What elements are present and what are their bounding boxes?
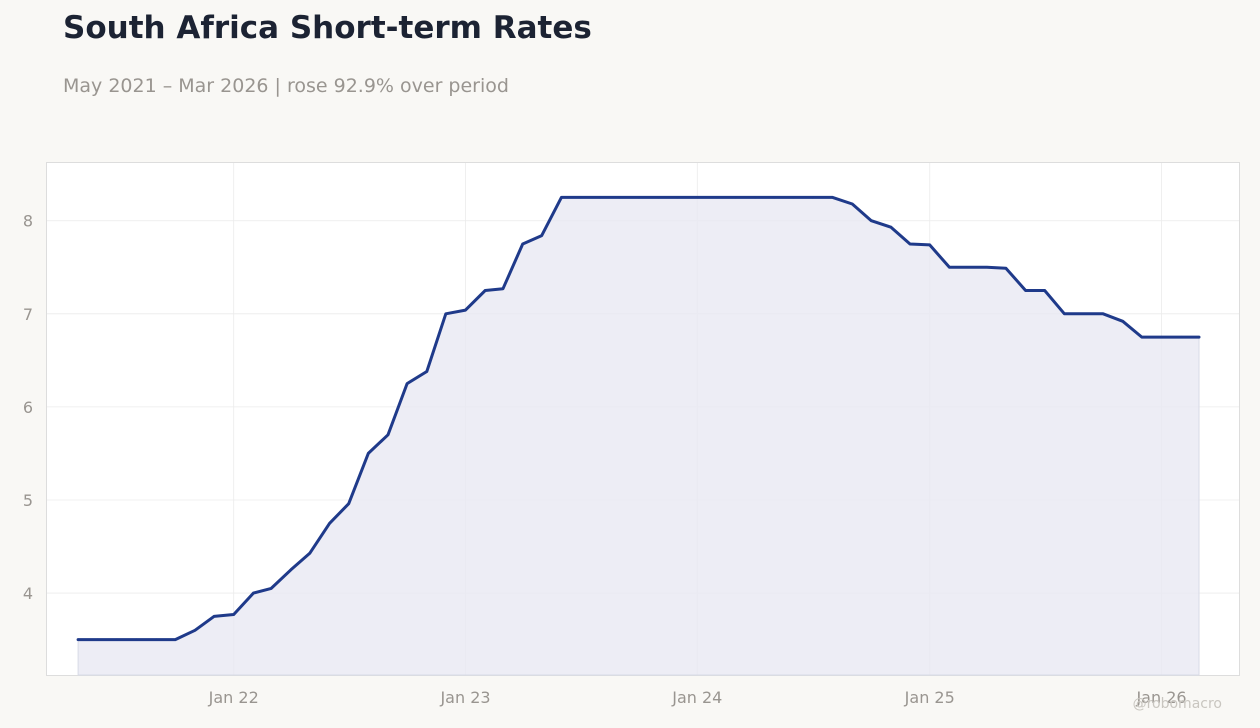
data-point — [1063, 312, 1066, 315]
data-point — [1043, 289, 1046, 292]
data-point — [386, 433, 390, 436]
data-point — [889, 226, 893, 229]
y-axis-ticks: 4 5 6 7 8 — [23, 212, 33, 603]
data-point — [637, 196, 641, 199]
data-point — [270, 587, 273, 590]
chart-subtitle: May 2021 – Mar 2026 | rose 92.9% over pe… — [63, 75, 509, 97]
data-point — [174, 638, 177, 641]
data-point — [811, 196, 815, 199]
y-tick-label: 6 — [23, 398, 33, 417]
data-point — [579, 196, 582, 199]
data-point — [193, 629, 197, 632]
data-point — [347, 502, 350, 505]
data-point — [966, 266, 969, 269]
y-tick-label: 7 — [23, 305, 33, 324]
chart-title: South Africa Short-term Rates — [63, 10, 592, 46]
data-point — [696, 196, 699, 199]
data-point — [96, 638, 100, 641]
data-point — [1160, 335, 1163, 339]
y-tick-label: 5 — [23, 491, 33, 510]
data-point — [1140, 335, 1144, 339]
x-tick-label: Jan 24 — [671, 688, 722, 707]
data-point — [985, 266, 989, 269]
data-point — [753, 196, 757, 199]
data-point — [135, 638, 138, 641]
data-point — [484, 289, 487, 292]
data-point — [252, 591, 255, 595]
data-point — [232, 613, 235, 616]
data-point — [734, 196, 737, 199]
data-point — [928, 243, 931, 247]
data-point — [115, 638, 119, 641]
data-point — [1082, 312, 1086, 315]
x-axis-ticks: Jan 22 Jan 23 Jan 24 Jan 25 Jan 26 — [208, 688, 1187, 707]
data-point — [851, 202, 854, 206]
data-point — [405, 382, 409, 385]
data-point — [618, 196, 621, 199]
data-point — [521, 242, 524, 246]
data-point — [212, 615, 216, 618]
data-point — [1024, 289, 1027, 292]
data-point — [657, 196, 660, 199]
x-tick-label: Jan 25 — [904, 688, 955, 707]
data-points — [76, 196, 1201, 641]
data-point — [908, 242, 912, 246]
data-point — [464, 308, 467, 312]
watermark: @robomacro — [1132, 696, 1222, 712]
data-point — [501, 287, 505, 290]
data-point — [948, 266, 951, 269]
data-point — [870, 219, 873, 222]
data-point — [715, 196, 719, 199]
x-tick-label: Jan 22 — [208, 688, 259, 707]
y-tick-label: 4 — [23, 584, 33, 603]
data-point — [308, 551, 312, 555]
data-point — [676, 196, 679, 199]
data-point — [1197, 335, 1201, 339]
data-point — [831, 196, 834, 199]
x-tick-label: Jan 26 — [1135, 688, 1186, 707]
data-point — [560, 196, 563, 199]
y-tick-label: 8 — [23, 212, 33, 231]
data-point — [328, 522, 331, 525]
data-point — [772, 196, 776, 199]
data-point — [367, 452, 370, 455]
data-point — [1121, 320, 1125, 323]
data-point — [155, 638, 158, 641]
data-point — [76, 638, 80, 641]
data-point — [540, 234, 543, 237]
data-point — [598, 196, 602, 199]
data-point — [1101, 312, 1105, 315]
data-point — [289, 568, 293, 571]
data-point — [1180, 335, 1183, 339]
data-point — [1004, 267, 1008, 270]
data-point — [425, 370, 428, 373]
data-point — [444, 312, 447, 315]
x-tick-label: Jan 23 — [439, 688, 490, 707]
data-point — [792, 196, 795, 199]
